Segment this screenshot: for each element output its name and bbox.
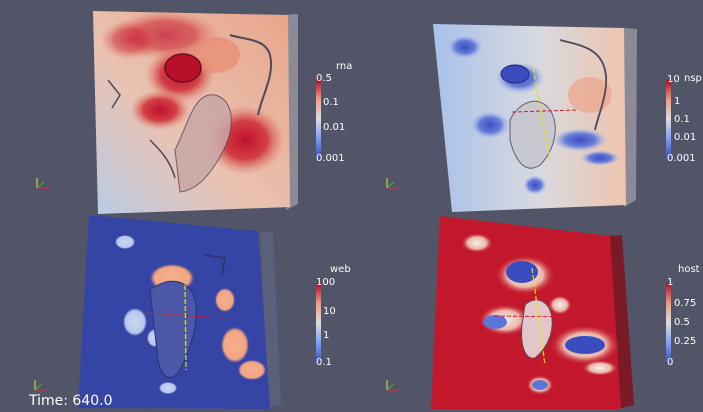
host-colorbar-tick: 0.75 [674, 298, 697, 309]
host-colorbar-tick: 0.5 [674, 317, 690, 328]
orientation-axes-icon [386, 178, 399, 189]
web-slab-side [260, 232, 281, 407]
rna-colorbar-tick: 0.01 [323, 122, 346, 133]
nsp-view[interactable] [433, 24, 637, 212]
time-annotation: Time: 640.0 [29, 393, 113, 409]
web-colorbar [316, 283, 321, 363]
host-colorbar-tick: 0.25 [674, 336, 697, 347]
web-colorbar-tick: 10 [323, 306, 336, 317]
host-view[interactable] [431, 216, 634, 409]
web-colorbar-tick: 100 [316, 277, 336, 288]
rna-colorbar-tick: 0.1 [323, 97, 339, 108]
web-view[interactable] [78, 215, 281, 409]
web-colorbar-tick: 0.1 [316, 357, 332, 368]
nsp-colorbar [666, 80, 671, 158]
orientation-axes-icon [34, 380, 47, 391]
orientation-axes-icon [386, 380, 399, 391]
nsp-colorbar-title: nsp [684, 73, 702, 84]
rna-cavities [174, 94, 232, 193]
host-slab-side [609, 235, 634, 408]
web-colorbar-tick: 1 [323, 330, 330, 341]
rna-view[interactable] [93, 10, 298, 214]
rna-colorbar-tick: 0.001 [316, 153, 345, 164]
rna-colorbar-title: rna [336, 61, 353, 72]
rna-colorbar-tick: 0.5 [316, 73, 332, 84]
host-slice-line-yellow [531, 267, 546, 366]
web-slice-line-yellow [184, 284, 187, 371]
nsp-colorbar-tick: 0.001 [667, 153, 696, 164]
host-colorbar-title: host [678, 264, 700, 275]
web-colorbar-title: web [330, 264, 351, 275]
nsp-colorbar-tick: 0.01 [674, 132, 697, 143]
host-slice-line-red [494, 315, 576, 318]
orientation-axes-icon [36, 178, 49, 189]
nsp-colorbar-tick: 10 [667, 74, 680, 85]
nsp-slice-line-red [511, 109, 579, 113]
nsp-slice-line-yellow [532, 67, 551, 161]
nsp-colorbar-tick: 1 [674, 96, 681, 107]
rna-colorbar [316, 79, 321, 158]
host-colorbar [666, 283, 671, 363]
host-colorbar-tick: 1 [667, 277, 674, 288]
host-colorbar-tick: 0 [667, 357, 674, 368]
nsp-colorbar-tick: 0.1 [674, 114, 690, 125]
nsp-slab-side [624, 28, 637, 207]
web-slice-line-red [144, 312, 226, 319]
